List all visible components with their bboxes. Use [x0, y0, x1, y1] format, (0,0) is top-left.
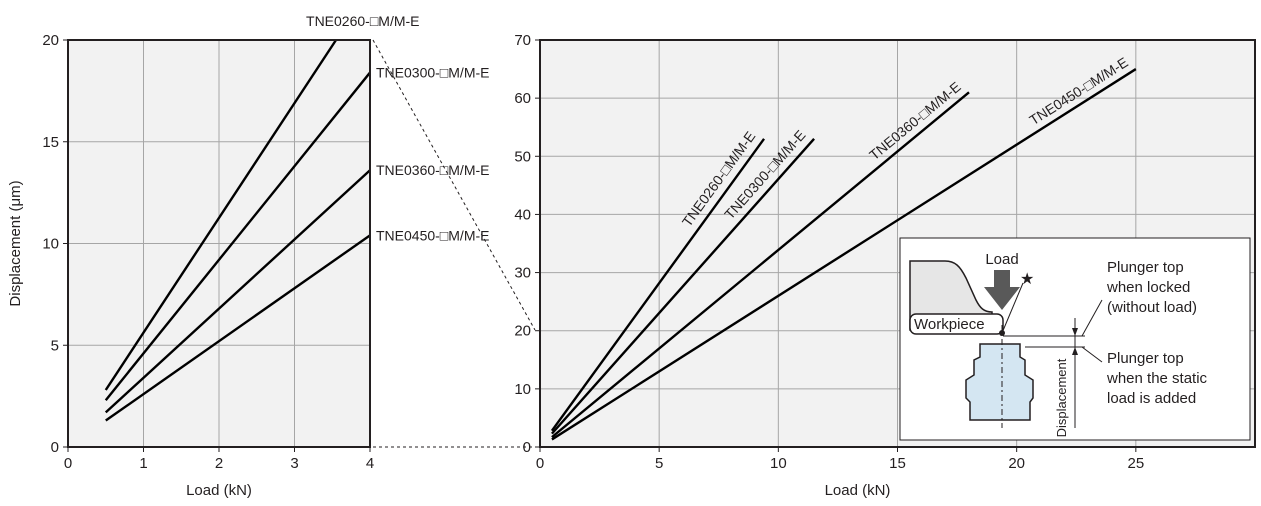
load-arrow-icon [984, 270, 1020, 310]
x-tick-label: 20 [1008, 455, 1025, 472]
inset-displacement-label: Displacement [1054, 358, 1069, 437]
x-axis-label: Load (kN) [186, 482, 252, 499]
x-tick-label: 2 [215, 455, 223, 472]
series-line-1 [550, 138, 766, 432]
y-tick-label: 50 [514, 148, 531, 165]
zoom-connector-lines [372, 39, 536, 448]
locked-label-line1: Plunger top [1107, 259, 1184, 276]
y-tick-label: 10 [42, 236, 59, 253]
y-tick-label: 10 [514, 381, 531, 398]
plunger [965, 343, 1034, 421]
y-tick-label: 0 [51, 439, 59, 456]
y-tick-label: 30 [514, 265, 531, 282]
x-tick-label: 3 [290, 455, 298, 472]
x-tick-label: 25 [1127, 455, 1144, 472]
series-line-2 [104, 71, 371, 401]
series-line-4 [105, 234, 371, 422]
series-line-3 [104, 169, 371, 414]
dimension-arrow-bottom [1072, 347, 1078, 355]
y-tick-label: 60 [514, 90, 531, 107]
inset-diagram: Load Workpiece ★ Displacement Plunger to… [899, 237, 1251, 441]
plot-frame [67, 39, 371, 448]
series-label-2: TNE0300-□M/M-E [376, 65, 489, 81]
clamp-body [909, 260, 993, 331]
static-label-line2: when the static [1106, 370, 1208, 387]
y-tick-label: 40 [514, 206, 531, 223]
x-tick-label: 15 [889, 455, 906, 472]
static-label-line3: load is added [1107, 390, 1196, 407]
series-label-1: TNE0260-□M/M-E [306, 13, 419, 29]
x-tick-label: 1 [139, 455, 147, 472]
series-line-3 [551, 91, 970, 439]
series-line-4 [551, 68, 1137, 441]
x-tick-label: 5 [655, 455, 663, 472]
x-tick-label: 10 [770, 455, 787, 472]
inset-workpiece-label: Workpiece [914, 316, 985, 333]
left-chart: 0 1 2 3 4 0 5 10 15 20 TNE0260-□M/M-E TNE0300-□M/M-… [7, 13, 489, 499]
y-tick-label: 70 [514, 32, 531, 49]
series-label-3: TNE0360-□M/M-E [376, 162, 489, 178]
x-tick-label: 0 [64, 455, 72, 472]
series-line-2 [551, 138, 815, 435]
static-leader [1081, 346, 1103, 363]
zoom-connector-top [372, 39, 536, 331]
y-tick-label: 20 [514, 323, 531, 340]
locked-leader [1081, 299, 1103, 337]
locked-label-line2: when locked [1106, 279, 1190, 296]
workpiece [909, 313, 1004, 335]
y-tick-label: 20 [42, 32, 59, 49]
inset-load-label: Load [985, 251, 1018, 268]
y-tick-label: 15 [42, 134, 59, 151]
plot-frame [539, 39, 1256, 448]
y-tick-label: 0 [523, 439, 531, 456]
star-leader [1001, 282, 1024, 334]
series-line-1 [104, 39, 338, 391]
series-label-4: TNE0450-□M/M-E [376, 227, 489, 243]
y-axis-label: Displacement (μm) [7, 180, 24, 306]
y-tick-label: 5 [51, 337, 59, 354]
star-icon: ★ [1020, 271, 1034, 288]
locked-label-line3: (without load) [1107, 299, 1197, 316]
static-label-line1: Plunger top [1107, 350, 1184, 367]
x-axis-label: Load (kN) [825, 482, 891, 499]
x-tick-label: 0 [536, 455, 544, 472]
x-tick-label: 4 [366, 455, 374, 472]
dimension-arrow-top [1072, 328, 1078, 336]
